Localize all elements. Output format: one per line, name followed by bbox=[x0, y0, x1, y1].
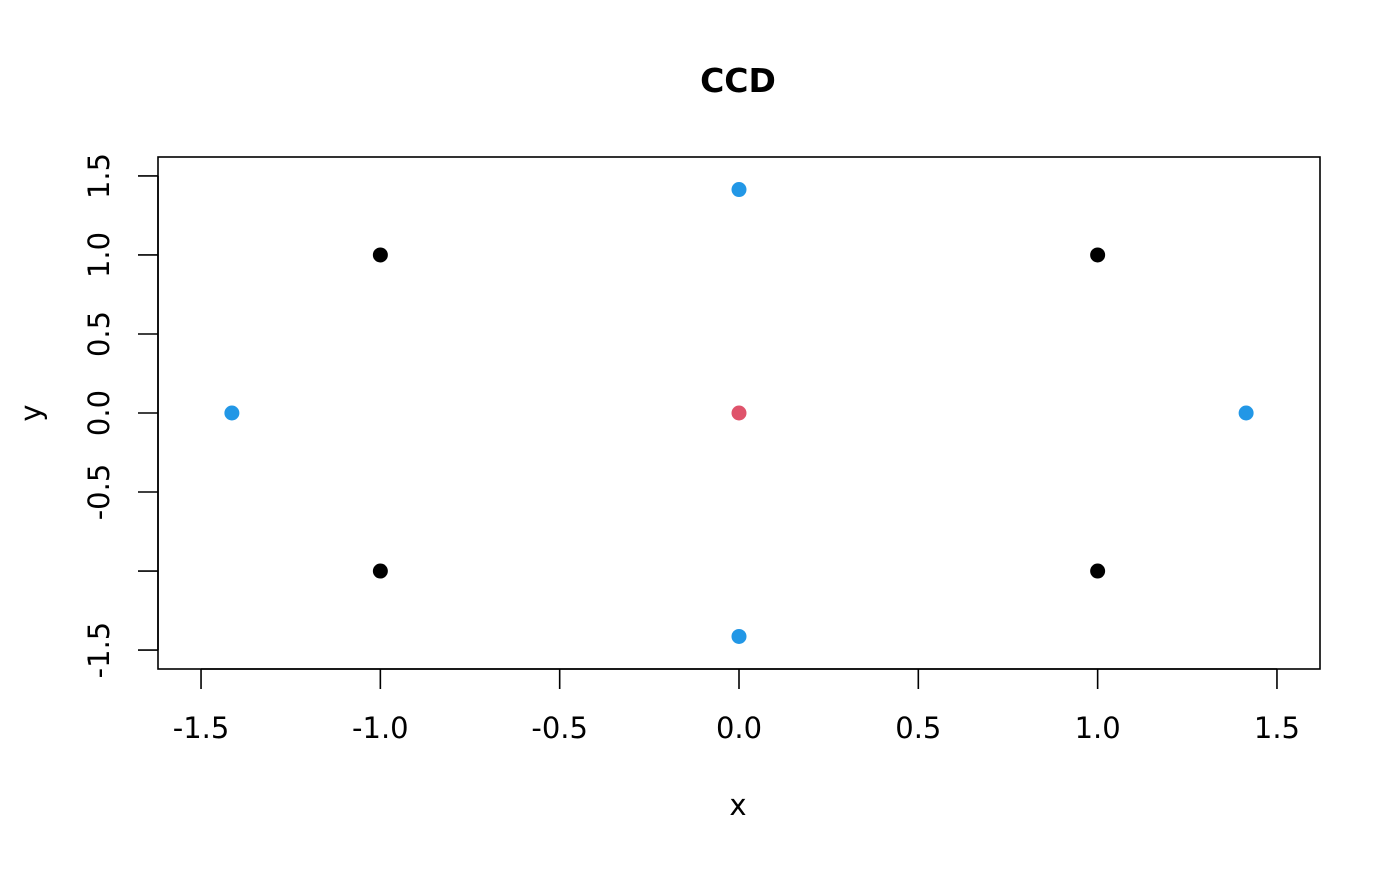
y-tick-label: 1.5 bbox=[82, 153, 116, 199]
data-point bbox=[1090, 247, 1106, 263]
x-axis: -1.5 -1.0 -0.5 0.0 0.5 1.0 1.5 bbox=[173, 668, 1300, 745]
y-axis: -1.5 -0.5 0.0 0.5 1.0 1.5 bbox=[82, 153, 159, 679]
y-tick-label: 0.5 bbox=[82, 311, 116, 357]
data-point bbox=[372, 247, 388, 263]
chart-title: CCD bbox=[700, 61, 776, 100]
x-tick-label: -1.0 bbox=[352, 711, 409, 745]
y-tick-label: -1.5 bbox=[82, 622, 116, 679]
y-axis-label: y bbox=[14, 404, 48, 421]
data-point bbox=[1090, 563, 1106, 579]
y-tick-label: 1.0 bbox=[82, 232, 116, 278]
x-tick-label: 1.5 bbox=[1254, 711, 1300, 745]
y-tick-label: -0.5 bbox=[82, 464, 116, 521]
data-point bbox=[372, 563, 388, 579]
data-point bbox=[731, 628, 747, 644]
data-point bbox=[1238, 405, 1254, 421]
data-points bbox=[224, 182, 1254, 644]
x-tick-label: 0.5 bbox=[895, 711, 941, 745]
data-point bbox=[224, 405, 240, 421]
y-tick-label: 0.0 bbox=[82, 390, 116, 436]
x-tick-label: -0.5 bbox=[531, 711, 588, 745]
x-axis-label: x bbox=[729, 788, 746, 822]
x-tick-label: 1.0 bbox=[1075, 711, 1121, 745]
x-tick-label: -1.5 bbox=[173, 711, 230, 745]
data-point bbox=[731, 405, 747, 421]
data-point bbox=[731, 182, 747, 198]
x-tick-label: 0.0 bbox=[716, 711, 762, 745]
